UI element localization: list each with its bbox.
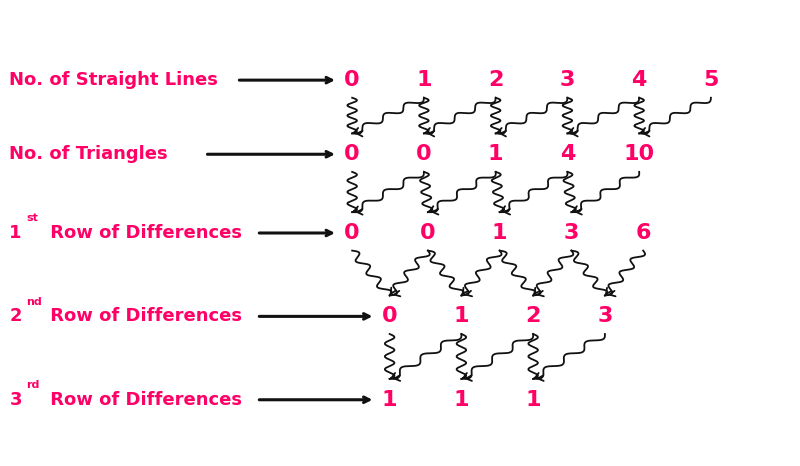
Text: 0: 0 (420, 223, 436, 243)
Text: Row of Differences: Row of Differences (45, 391, 242, 409)
Text: 3: 3 (560, 70, 575, 90)
Text: 1: 1 (454, 306, 469, 326)
Text: 1: 1 (488, 144, 503, 164)
Text: 1: 1 (416, 70, 432, 90)
Text: 0: 0 (344, 223, 360, 243)
Text: 6: 6 (635, 223, 651, 243)
Text: 4: 4 (631, 70, 647, 90)
Text: 3: 3 (10, 391, 22, 409)
Text: 0: 0 (344, 144, 360, 164)
Text: 2: 2 (488, 70, 503, 90)
Text: 0: 0 (382, 306, 398, 326)
Text: Row of Differences: Row of Differences (45, 224, 242, 242)
Text: 2: 2 (10, 308, 22, 325)
Text: 3: 3 (597, 306, 613, 326)
Text: 1: 1 (526, 390, 541, 410)
Text: st: st (26, 213, 38, 223)
Text: 1: 1 (10, 224, 22, 242)
Text: 1: 1 (382, 390, 398, 410)
Text: No. of Triangles: No. of Triangles (10, 145, 168, 163)
Text: 5: 5 (703, 70, 718, 90)
Text: No. of Straight Lines: No. of Straight Lines (10, 71, 218, 89)
Text: rd: rd (26, 380, 39, 390)
Text: 3: 3 (564, 223, 579, 243)
Text: nd: nd (26, 296, 42, 307)
Text: 10: 10 (624, 144, 654, 164)
Text: 1: 1 (492, 223, 507, 243)
Text: 0: 0 (416, 144, 432, 164)
Text: Row of Differences: Row of Differences (45, 308, 242, 325)
Text: 0: 0 (344, 70, 360, 90)
Text: 2: 2 (526, 306, 541, 326)
Text: 1: 1 (454, 390, 469, 410)
Text: 4: 4 (560, 144, 575, 164)
